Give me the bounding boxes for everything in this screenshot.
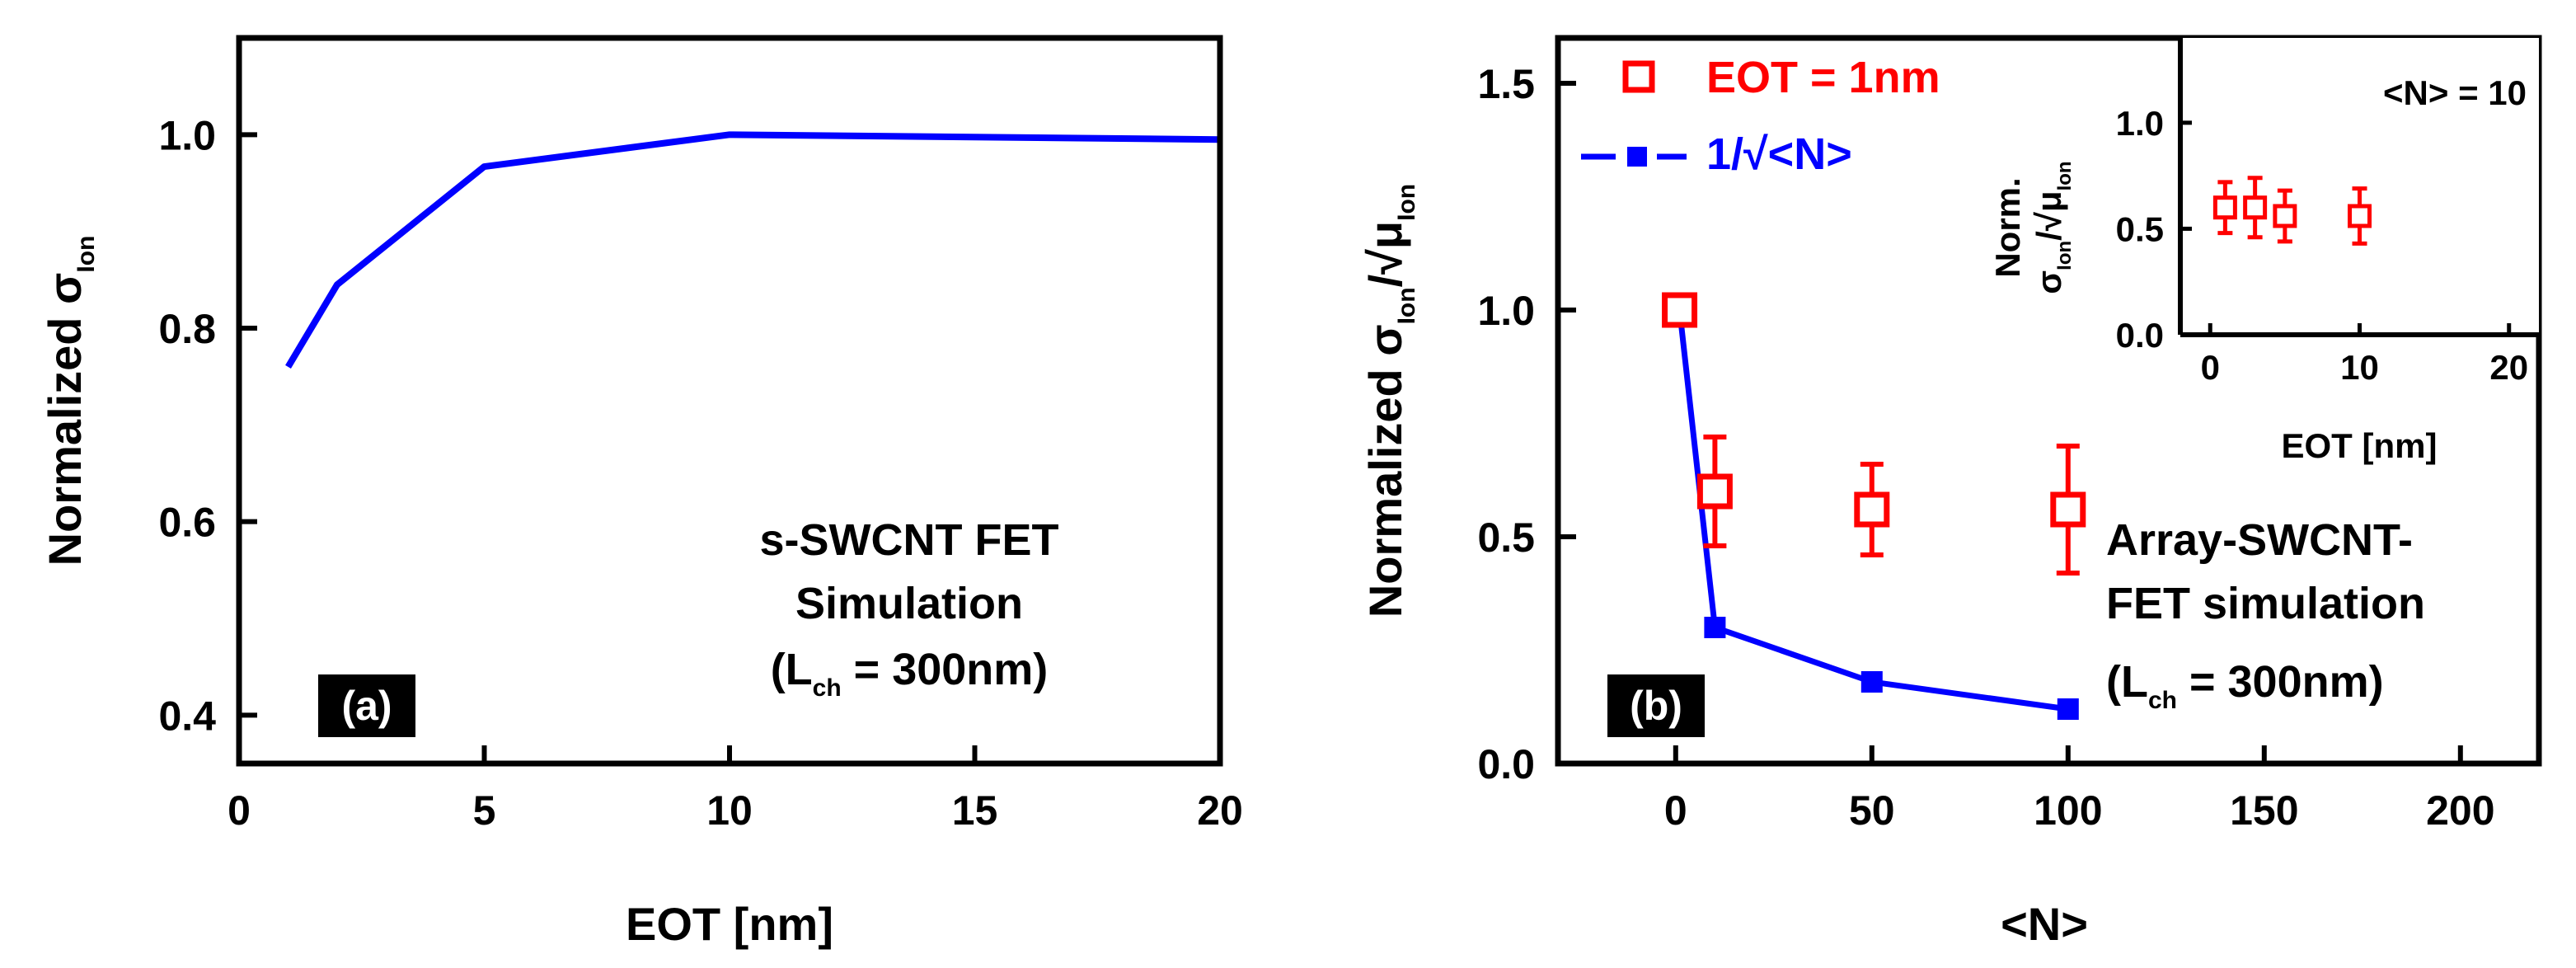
panel-a-x-tick-label: 20 (1197, 787, 1243, 834)
panel-b-legend: EOT = 1nm 1/√<N> (1581, 53, 1940, 179)
panel-b-label-box (1607, 674, 1705, 737)
panel-a-x-ticks: 0 5 10 15 20 (228, 745, 1243, 834)
panel-b-annotation-l-suffix: = 300nm) (2177, 657, 2384, 707)
inset-y-tick-label: 0.0 (2116, 316, 2164, 355)
panel-a-annotation-line3: (Lch = 300nm) (771, 645, 1049, 702)
panel-b-eot-point (2050, 491, 2086, 528)
panel-a-annotation-l-suffix: = 300nm) (842, 645, 1049, 694)
legend-red-square-marker (1622, 60, 1655, 93)
panel-a-marks (285, 131, 1221, 369)
legend-inv-sqrt-label: 1/√<N> (1706, 129, 1852, 179)
panel-b-x-tick-label: 150 (2230, 787, 2298, 834)
inset-x-ticks: 0 10 20 (2201, 323, 2528, 387)
panel-b-annotation-l-prefix: (L (2106, 657, 2148, 707)
panel-b-x-label: <N> (2001, 898, 2088, 950)
legend-blue-square-marker (1627, 147, 1647, 167)
panel-b-y-label: Normalized σIon/√μIon (1359, 184, 1420, 618)
panel-b-frame (1555, 35, 2542, 767)
panel-a-x-tick-label: 5 (473, 787, 496, 834)
panel-a-x-tick-label: 15 (952, 787, 998, 834)
panel-b-y-label-mid: /√μ (1359, 221, 1411, 288)
panel-a-y-tick-label: 0.4 (158, 693, 216, 739)
legend-eot-label: EOT = 1nm (1706, 53, 1940, 102)
panel-b-annotation-line3: (Lch = 300nm) (2106, 657, 2384, 714)
panel-a-y-ticks: 0.4 0.6 0.8 1.0 (158, 112, 257, 739)
panel-b-y-label-main: Normalized σ (1359, 324, 1411, 618)
panel-b-annotation-l-sub: ch (2148, 687, 2177, 714)
inset-x-label: EOT [nm] (2282, 426, 2438, 465)
inset-y-label-sub2: Ion (2053, 161, 2076, 190)
panel-b-x-tick-label: 200 (2426, 787, 2494, 834)
panel-a-frame (236, 35, 1223, 767)
inset-y-label-main: σ (2029, 270, 2068, 294)
panel-b-x-tick-label: 50 (1849, 787, 1895, 834)
panel-b-inv-sqrt-line (1677, 309, 2069, 712)
panel-a-annotation-line2: Simulation (795, 579, 1023, 628)
inset-x-tick-label: 20 (2489, 348, 2528, 387)
panel-a-x-tick-label: 0 (228, 787, 251, 834)
panel-a-y-label: Normalized σIon (39, 236, 100, 566)
inset-y-label-line2: σIon/√μIon (2029, 161, 2076, 294)
inset-x-tick-label: 10 (2340, 348, 2379, 387)
panel-b-y-tick-label: 1.0 (1477, 288, 1535, 334)
panel-b-y-tick-label: 0.5 (1477, 515, 1535, 561)
panel-a: 0 5 10 15 20 0.4 0.6 0.8 1.0 EOT [nm] Normalize… (39, 35, 1243, 950)
panel-a-series-line (285, 131, 1221, 369)
panel-b-eot-point (1696, 473, 1733, 510)
panel-b-eot-point (1662, 292, 1698, 328)
inset-point (2212, 195, 2237, 220)
panel-b-marks (1662, 292, 2086, 720)
panel-b-y-label-sub1: Ion (1393, 287, 1420, 324)
inset-point (2243, 195, 2268, 220)
inset-x-tick-label: 0 (2201, 348, 2220, 387)
panel-a-y-label-main: Normalized σ (39, 273, 91, 566)
panel-a-x-tick-label: 10 (706, 787, 753, 834)
panel-b-inv-sqrt-point (1704, 617, 1726, 638)
inset-marks (2212, 176, 2372, 246)
inset-y-tick-label: 1.0 (2116, 104, 2164, 143)
panel-b-inv-sqrt-point (1860, 671, 1883, 693)
panel-a-y-tick-label: 0.6 (158, 500, 216, 546)
panel-a-label-box (318, 674, 415, 737)
inset-background (2180, 38, 2539, 335)
panel-a-y-label-sub: Ion (73, 236, 100, 273)
panel-b-annotation-line1: Array-SWCNT- (2106, 515, 2413, 565)
inset-point (2348, 204, 2372, 228)
panel-b-inset: 0 10 20 0.00.51.0 <N> = 10 EOT [nm] Norm. … (1988, 38, 2539, 465)
panel-b-y-tick-label: 0.0 (1477, 741, 1535, 787)
panel-b-inv-sqrt-point (2057, 698, 2079, 720)
panel-b-y-tick-label: 1.5 (1477, 61, 1535, 107)
panel-b: 0 50 100 150 200 0.00.51.01.5 <N> Normalized… (1359, 35, 2542, 950)
panel-b-x-tick-label: 100 (2034, 787, 2102, 834)
panel-b-y-label-sub2: Ion (1393, 184, 1420, 221)
inset-y-label-mid: /√μ (2029, 190, 2068, 240)
panel-a-y-tick-label: 0.8 (158, 306, 216, 352)
panel-a-label: (a) (341, 683, 392, 729)
panel-b-label: (b) (1630, 683, 1682, 729)
panel-a-annotation-l-prefix: (L (771, 645, 813, 694)
inset-y-label-sub1: Ion (2053, 241, 2076, 270)
inset-title: <N> = 10 (2383, 73, 2527, 112)
inset-y-ticks: 0.0 0.5 1.0 (2116, 104, 2192, 355)
panel-b-eot-point (1854, 491, 1890, 528)
panel-a-y-tick-label: 1.0 (158, 112, 216, 158)
panel-a-annotation-line1: s-SWCNT FET (760, 515, 1059, 565)
panel-b-y-ticks: 0.0 0.5 1.0 1.5 (1477, 61, 1576, 787)
panel-b-annotation-line2: FET simulation (2106, 579, 2425, 628)
panel-a-annotation-l-sub: ch (813, 674, 842, 702)
panel-b-x-tick-label: 0 (1664, 787, 1687, 834)
panel-a-x-label: EOT [nm] (626, 898, 833, 950)
inset-y-tick-label: 0.5 (2116, 210, 2164, 249)
inset-point (2273, 204, 2297, 228)
panel-b-x-ticks: 0 50 100 150 200 (1664, 745, 2495, 834)
inset-y-label-line1: Norm. (1988, 177, 2027, 277)
